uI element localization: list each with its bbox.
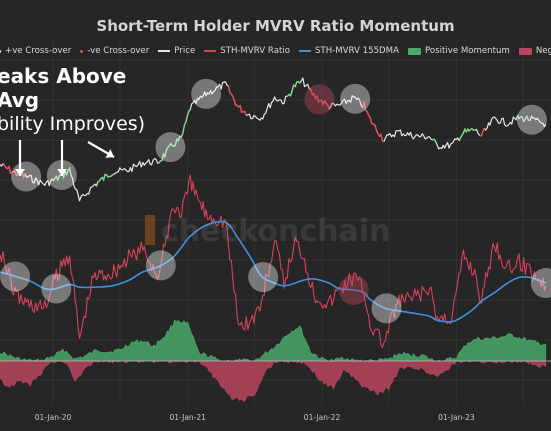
annotation-line-2: Avg [0,88,40,112]
positive-momentum-area [0,319,547,362]
watermark: checkonchain [145,214,390,249]
price-positive-segment [286,80,301,97]
highlight-circle [340,83,371,114]
x-tick-label: 01-Jan-20 [34,413,72,422]
box-icon [407,47,421,55]
chart-legend: +ve Cross-over -ve Cross-over Price STH-MVR… [0,46,551,56]
price-negative-segment [2,163,26,179]
highlight-circle [516,104,547,135]
dot-icon [0,49,1,53]
price-positive-segment [97,173,115,183]
legend-label: STH-MVRV 155DMA [314,46,399,56]
price-line [0,77,547,202]
chart-annotation-text: eaks Above Avg bility Improves) [0,64,145,136]
legend-item[interactable]: STH-MVRV Ratio [204,46,290,56]
highlight-circle [338,274,369,305]
highlight-circle [191,78,222,109]
box-icon [518,47,532,55]
line-icon [298,50,311,52]
x-tick-label: 01-Jan-21 [169,413,206,422]
legend-item[interactable]: Price [158,46,195,56]
highlight-circle [371,293,402,324]
x-tick-label: 01-Jan-22 [303,413,341,422]
legend-label: -ve Cross-over [87,46,150,56]
watermark-text: checkonchain [161,214,391,249]
highlight-circle [0,261,31,292]
legend-item[interactable]: Negative Momentum [518,46,551,56]
grid [0,38,551,405]
price-negative-segment [361,100,385,143]
legend-label: Price [174,46,196,56]
watermark-logo-icon [145,215,155,245]
arrow-head [15,169,25,176]
arrow-head [57,169,67,176]
price-positive-segment [516,114,531,124]
legend-item[interactable]: STH-MVRV 155DMA [298,46,399,56]
price-positive-segment [458,127,477,142]
annotation-arrow [15,140,25,176]
annotation-arrow [57,140,67,176]
price-negative-segment [479,128,485,137]
legend-label: +ve Cross-over [5,46,72,56]
dot-icon [80,49,84,53]
highlight-circle [248,262,279,293]
annotation-line-3: bility Improves) [0,113,146,135]
price-positive-segment [432,138,437,142]
price-negative-segment [310,89,330,110]
line-icon [204,50,217,52]
legend-label: STH-MVRV Ratio [220,46,290,56]
price-negative-segment [227,85,247,116]
line-icon [158,50,171,52]
legend-label: Negative Momentum [535,46,551,56]
highlight-circle [155,132,186,163]
annotation-line-1: eaks Above [0,64,127,88]
highlight-circle [145,250,176,281]
highlight-circle [304,84,335,115]
negative-momentum-area [0,360,547,402]
sth-mvrv-ratio-line [0,174,547,349]
highlight-circle [41,273,72,304]
chart-title: Short-Term Holder MVRV Ratio Momentum [96,17,455,35]
legend-item[interactable]: -ve Cross-over [80,46,149,56]
legend-item[interactable]: +ve Cross-over [0,46,71,56]
annotation-arrow [87,141,115,158]
highlight-circle [11,161,42,192]
x-tick-label: 01-Jan-23 [438,413,475,422]
legend-item[interactable]: Positive Momentum [407,46,510,56]
price-positive-segment [158,109,191,164]
sth-mvrv-155dma-line [0,220,547,323]
arrow-head [105,149,114,158]
legend-label: Positive Momentum [424,46,510,56]
highlight-circle [530,268,551,299]
